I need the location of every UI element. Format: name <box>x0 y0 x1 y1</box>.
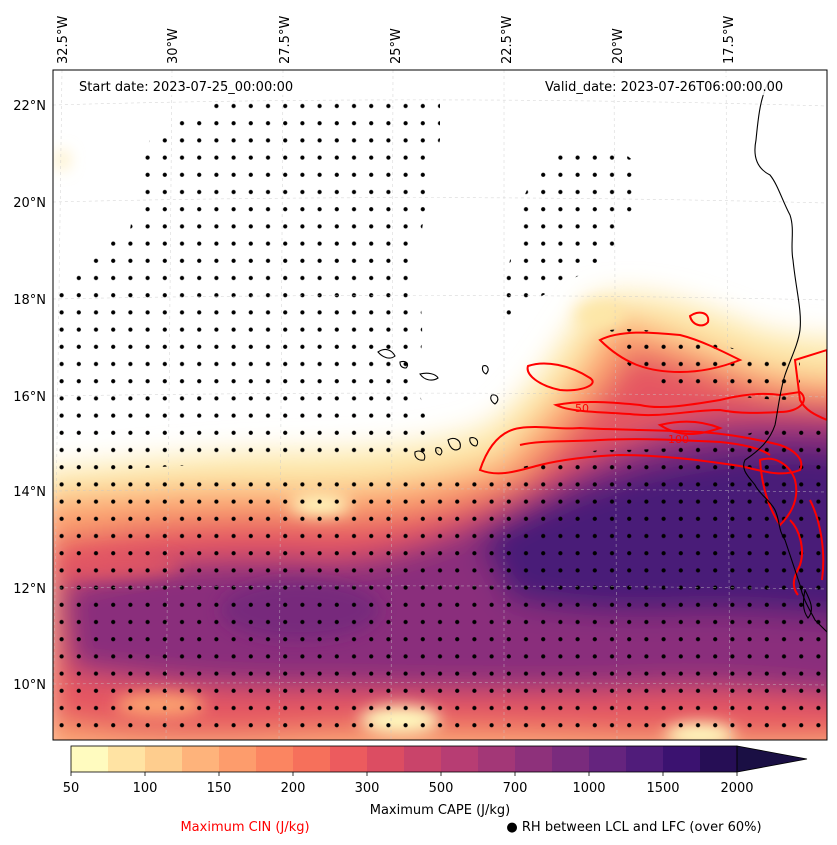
cin-legend-label: Maximum CIN (J/kg) <box>180 820 309 835</box>
lat-label-10n: 10°N <box>13 678 46 693</box>
colorbar-segment <box>145 746 183 772</box>
map-panel: 100 50 Start date: 20 <box>52 69 828 741</box>
colorbar-ticks: 50 100 150 200 300 500 700 1000 1500 2000 <box>63 772 754 796</box>
cape-field: 100 50 <box>53 70 827 740</box>
cin-contour-label-50: 50 <box>575 402 589 415</box>
colorbar-segment <box>626 746 664 772</box>
colorbar-segment <box>441 746 479 772</box>
cape-light-patch-5 <box>575 301 625 329</box>
colorbar-segment <box>108 746 146 772</box>
lat-label-16n: 16°N <box>13 390 46 405</box>
colorbar-segment <box>219 746 257 772</box>
valid-date-backdrop <box>541 77 803 95</box>
colorbar-tick-label: 100 <box>133 781 158 796</box>
rh-stipple <box>53 95 827 740</box>
colorbar-tick-label: 300 <box>355 781 380 796</box>
colorbar-segments <box>71 746 738 772</box>
colorbar-segment <box>367 746 405 772</box>
colorbar-segment <box>182 746 220 772</box>
colorbar-tick-label: 150 <box>207 781 232 796</box>
colorbar-extend-arrow <box>736 745 808 773</box>
colorbar-tick-label: 1000 <box>572 781 605 796</box>
lon-label-25w: 25°W <box>389 28 404 64</box>
latitude-labels: 22°N 20°N 18°N 16°N 14°N 12°N 10°N <box>13 99 46 693</box>
colorbar-segment <box>71 746 109 772</box>
colorbar-tick-label: 1500 <box>646 781 679 796</box>
colorbar-segment <box>552 746 590 772</box>
colorbar-segment <box>330 746 368 772</box>
rh-legend-label: ● RH between LCL and LFC (over 60%) <box>506 820 761 835</box>
colorbar-tick-label: 700 <box>503 781 528 796</box>
cape-light-patch-6 <box>56 151 68 169</box>
colorbar-tick-label: 200 <box>281 781 306 796</box>
colorbar: 50 100 150 200 300 500 700 1000 1500 2000 Maximum… <box>63 745 808 818</box>
colorbar-title: Maximum CAPE (J/kg) <box>370 803 510 818</box>
colorbar-frame <box>70 745 738 773</box>
lon-label-30w: 30°W <box>166 28 181 64</box>
lat-label-20n: 20°N <box>13 196 46 211</box>
colorbar-segment <box>256 746 294 772</box>
map-frame <box>52 69 828 741</box>
lon-label-20w: 20°W <box>611 28 626 64</box>
colorbar-segment <box>515 746 553 772</box>
longitude-labels: 32.5°W 30°W 27.5°W 25°W 22.5°W 20°W 17.5… <box>56 16 737 64</box>
colorbar-segment <box>478 746 516 772</box>
cape-verde-islands <box>377 348 499 461</box>
colorbar-segment <box>700 746 738 772</box>
lon-label-17-5w: 17.5°W <box>722 16 737 64</box>
valid-date-label: Valid_date: 2023-07-26T06:00:00.00 <box>545 80 783 95</box>
lat-label-22n: 22°N <box>13 99 46 114</box>
coastline <box>743 79 827 633</box>
colorbar-tick-label: 2000 <box>720 781 753 796</box>
lat-label-14n: 14°N <box>13 485 46 500</box>
lon-label-22-5w: 22.5°W <box>500 16 515 64</box>
cin-contours <box>478 311 827 596</box>
colorbar-segment <box>293 746 331 772</box>
colorbar-segment <box>404 746 442 772</box>
lat-label-12n: 12°N <box>13 582 46 597</box>
gridlines <box>53 70 827 740</box>
lat-label-18n: 18°N <box>13 293 46 308</box>
cin-contour-label-100: 100 <box>668 433 689 446</box>
lon-label-27-5w: 27.5°W <box>278 16 293 64</box>
colorbar-tick-label: 500 <box>429 781 454 796</box>
colorbar-segment <box>663 746 701 772</box>
start-date-label: Start date: 2023-07-25_00:00:00 <box>79 80 293 95</box>
colorbar-tick-label: 50 <box>63 781 80 796</box>
colorbar-segment <box>589 746 627 772</box>
lon-label-32-5w: 32.5°W <box>56 16 71 64</box>
start-date-backdrop <box>74 77 314 95</box>
